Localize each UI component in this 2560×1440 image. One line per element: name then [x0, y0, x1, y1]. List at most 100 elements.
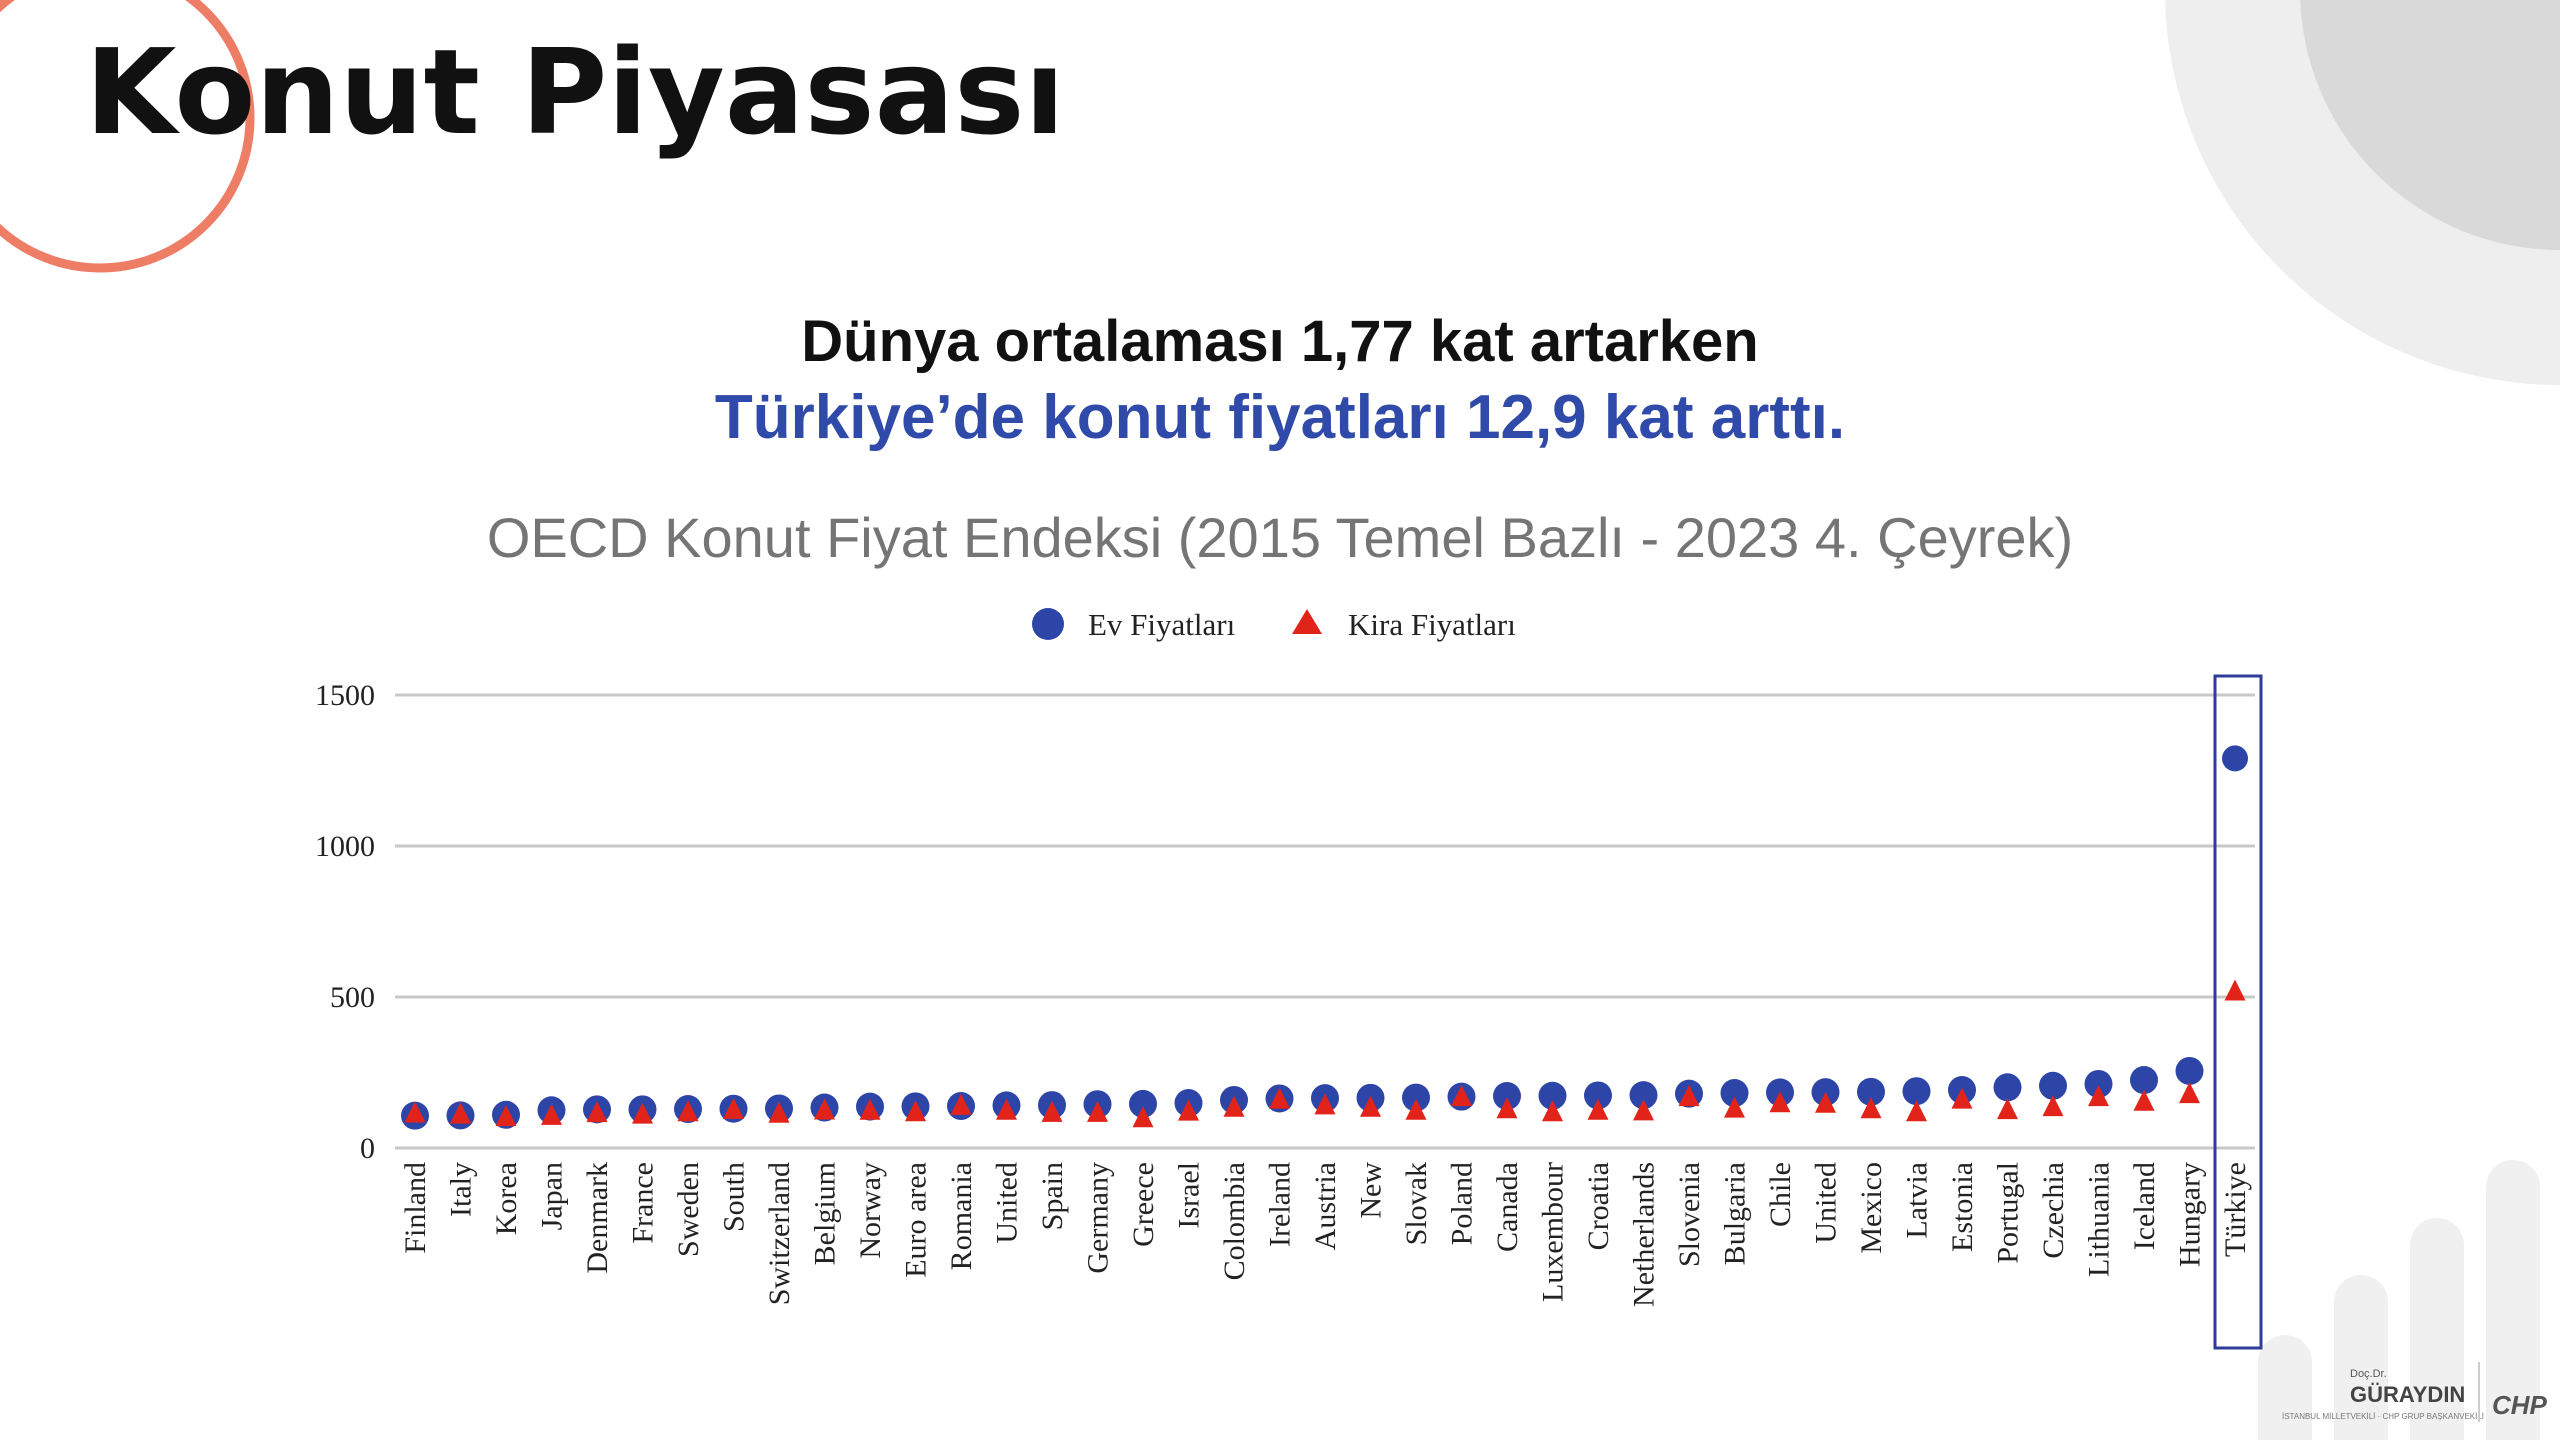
data-point-kira-fiyatlari — [1451, 1085, 1472, 1107]
chart-title: OECD Konut Fiyat Endeksi (2015 Temel Baz… — [486, 506, 2074, 569]
data-point-kira-fiyatlari — [1314, 1093, 1336, 1115]
x-category-label: Chile — [1764, 1162, 1797, 1227]
data-point-kira-fiyatlari — [1223, 1095, 1245, 1117]
data-point-kira-fiyatlari — [1997, 1098, 2018, 1120]
x-category-label: Germany — [1082, 1162, 1115, 1274]
data-point-kira-fiyatlari — [2224, 979, 2246, 1001]
data-point-kira-fiyatlari — [1496, 1097, 1518, 1119]
x-category-label: Norway — [854, 1162, 887, 1259]
x-category-label: Czechia — [2037, 1162, 2070, 1259]
data-point-kira-fiyatlari — [495, 1105, 517, 1127]
x-category-label: Sweden — [672, 1162, 705, 1257]
data-point-kira-fiyatlari — [1087, 1100, 1108, 1122]
data-point-ev-fiyatlari — [1857, 1077, 1885, 1106]
data-point-kira-fiyatlari — [1041, 1100, 1063, 1122]
brand-small-text: Doç.Dr. — [2350, 1368, 2387, 1380]
x-category-label: Croatia — [1582, 1162, 1615, 1250]
x-category-label: Greece — [1127, 1162, 1160, 1247]
data-point-kira-fiyatlari — [1724, 1096, 1745, 1118]
bar-decoration-1 — [2258, 1335, 2312, 1440]
x-category-label: Romania — [945, 1162, 978, 1270]
x-category-label: Hungary — [2174, 1162, 2207, 1267]
x-category-label: Estonia — [1946, 1162, 1979, 1252]
data-point-kira-fiyatlari — [1178, 1099, 1199, 1121]
x-category-label: Netherlands — [1628, 1162, 1661, 1307]
legend-marker-circle — [1032, 608, 1064, 640]
headline-line-2: Türkiye’de konut fiyatları 12,9 kat artt… — [714, 383, 1846, 452]
data-point-kira-fiyatlari — [1860, 1097, 1882, 1119]
data-point-kira-fiyatlari — [859, 1098, 881, 1120]
headline-line-1: Dünya ortalaması 1,77 kat artarken — [801, 309, 1759, 374]
y-tick-label: 1000 — [315, 830, 375, 863]
highlight-box-turkiye — [2213, 674, 2263, 1350]
y-tick-label: 0 — [360, 1132, 375, 1165]
data-point-kira-fiyatlari — [586, 1101, 608, 1123]
data-point-kira-fiyatlari — [996, 1098, 1017, 1120]
data-point-kira-fiyatlari — [450, 1102, 471, 1124]
x-category-label: Iceland — [2128, 1162, 2161, 1250]
x-category-label: Austria — [1309, 1162, 1342, 1250]
data-point-ev-fiyatlari — [1402, 1083, 1430, 1112]
x-category-label: Korea — [490, 1162, 523, 1235]
data-point-ev-fiyatlari — [1493, 1082, 1521, 1111]
data-point-kira-fiyatlari — [723, 1097, 744, 1119]
x-category-label: New — [1355, 1162, 1388, 1219]
x-category-label: Latvia — [1901, 1162, 1934, 1239]
x-category-label: Portugal — [1992, 1162, 2025, 1264]
party-logo-text: CHP — [2492, 1390, 2547, 1420]
data-point-kira-fiyatlari — [1678, 1085, 1700, 1107]
data-point-kira-fiyatlari — [2179, 1082, 2200, 1104]
data-point-kira-fiyatlari — [1906, 1100, 1927, 1122]
orange-ring-decoration — [0, 0, 255, 273]
data-point-kira-fiyatlari — [950, 1093, 972, 1115]
x-category-label: Mexico — [1855, 1162, 1888, 1254]
data-point-kira-fiyatlari — [2042, 1095, 2064, 1117]
x-category-label: Bulgaria — [1719, 1162, 1752, 1265]
data-point-ev-fiyatlari — [1902, 1077, 1931, 1106]
x-category-label: Euro area — [900, 1162, 933, 1278]
data-point-kira-fiyatlari — [1587, 1098, 1609, 1120]
data-point-kira-fiyatlari — [1633, 1099, 1654, 1121]
data-point-kira-fiyatlari — [1405, 1098, 1427, 1120]
legend-marker-triangle — [1292, 609, 1322, 634]
data-point-ev-fiyatlari — [2222, 745, 2248, 772]
x-category-label: South — [718, 1162, 751, 1232]
y-tick-label: 500 — [330, 981, 375, 1014]
data-point-kira-fiyatlari — [905, 1100, 926, 1122]
brand-name: GÜRAYDIN — [2350, 1382, 2466, 1407]
x-category-label: Slovenia — [1673, 1162, 1706, 1267]
data-point-kira-fiyatlari — [677, 1100, 699, 1122]
data-point-ev-fiyatlari — [1993, 1073, 2022, 1102]
data-point-ev-fiyatlari — [2039, 1071, 2067, 1100]
data-point-kira-fiyatlari — [632, 1102, 653, 1124]
legend-label-series-2: Kira Fiyatları — [1348, 607, 1516, 642]
data-point-kira-fiyatlari — [1269, 1087, 1290, 1109]
data-point-kira-fiyatlari — [1132, 1106, 1154, 1128]
brand-subtitle: İSTANBUL MİLLETVEKİLİ · CHP GRUP BAŞKANV… — [2282, 1412, 2484, 1421]
x-category-label: Denmark — [581, 1162, 614, 1274]
bar-decoration-3 — [2410, 1218, 2464, 1440]
x-category-label: France — [627, 1162, 660, 1244]
data-point-kira-fiyatlari — [768, 1101, 790, 1123]
y-tick-label: 1500 — [315, 679, 375, 712]
x-category-label: Colombia — [1218, 1162, 1251, 1280]
brand-divider — [2478, 1362, 2480, 1422]
data-point-kira-fiyatlari — [1769, 1091, 1791, 1113]
x-category-label: Ireland — [1264, 1162, 1297, 1247]
x-category-label: Italy — [445, 1162, 478, 1217]
data-point-kira-fiyatlari — [541, 1103, 562, 1125]
legend-label-series-1: Ev Fiyatları — [1088, 607, 1236, 642]
data-point-ev-fiyatlari — [1584, 1081, 1612, 1110]
x-category-label: Lithuania — [2083, 1162, 2116, 1277]
data-point-kira-fiyatlari — [1542, 1100, 1563, 1122]
data-point-kira-fiyatlari — [404, 1101, 426, 1123]
x-category-label: United — [991, 1162, 1024, 1244]
data-point-ev-fiyatlari — [2175, 1056, 2204, 1085]
slide-title: Konut Piyasası — [85, 23, 1065, 161]
data-point-kira-fiyatlari — [2133, 1089, 2155, 1111]
x-category-label: Luxembour — [1537, 1162, 1570, 1302]
bar-decoration-2 — [2334, 1275, 2388, 1440]
data-point-ev-fiyatlari — [1129, 1089, 1157, 1118]
